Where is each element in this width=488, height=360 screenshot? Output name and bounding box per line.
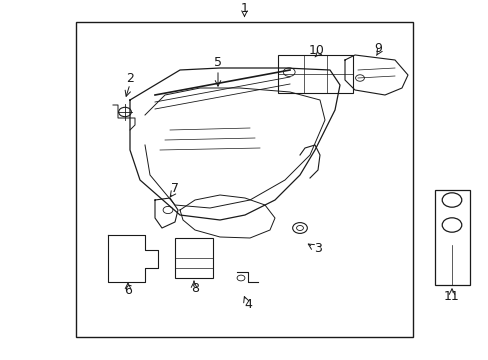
Text: 4: 4 [244,298,251,311]
Text: 10: 10 [308,44,324,57]
Bar [434,190,469,285]
Text: 7: 7 [171,181,179,194]
Bar [175,238,213,278]
Text: 9: 9 [373,41,381,54]
Bar [278,55,352,93]
Text: 2: 2 [126,72,134,85]
Text: 11: 11 [443,291,459,303]
Text: 1: 1 [240,3,248,15]
Text: 3: 3 [313,242,321,255]
Bar [76,22,412,337]
Text: 6: 6 [124,284,132,297]
Text: 5: 5 [214,55,222,68]
Text: 8: 8 [191,282,199,294]
